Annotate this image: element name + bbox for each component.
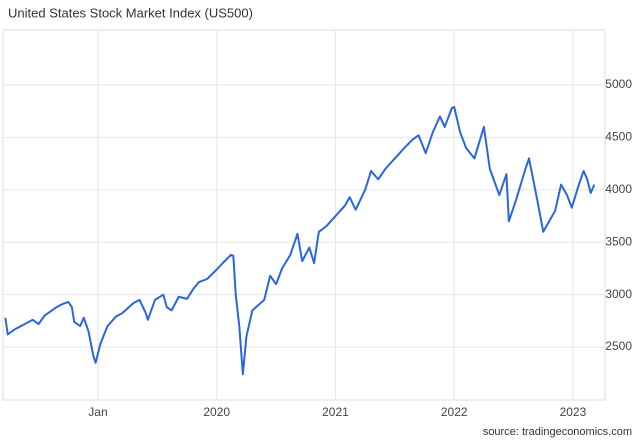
- x-tick-label: 2021: [322, 405, 349, 419]
- y-tick-label: 3000: [605, 287, 632, 301]
- x-tick-label: 2020: [203, 405, 230, 419]
- source: source: tradingeconomics.com: [483, 426, 632, 438]
- line: [4, 106, 596, 376]
- y-tick-label: 2500: [605, 339, 632, 353]
- x-tick-label: 2022: [441, 405, 468, 419]
- y-tick-label: 3500: [605, 234, 632, 248]
- y-tick-label: 4500: [605, 130, 632, 144]
- x-tick-label: Jan: [88, 405, 107, 419]
- chart-title: United States Stock Market Index (US500): [8, 5, 253, 20]
- y-tick-label: 5000: [605, 77, 632, 91]
- plot-frame: [2, 29, 606, 401]
- y-tick-label: 4000: [605, 182, 632, 196]
- x-tick-label: 2023: [560, 405, 587, 419]
